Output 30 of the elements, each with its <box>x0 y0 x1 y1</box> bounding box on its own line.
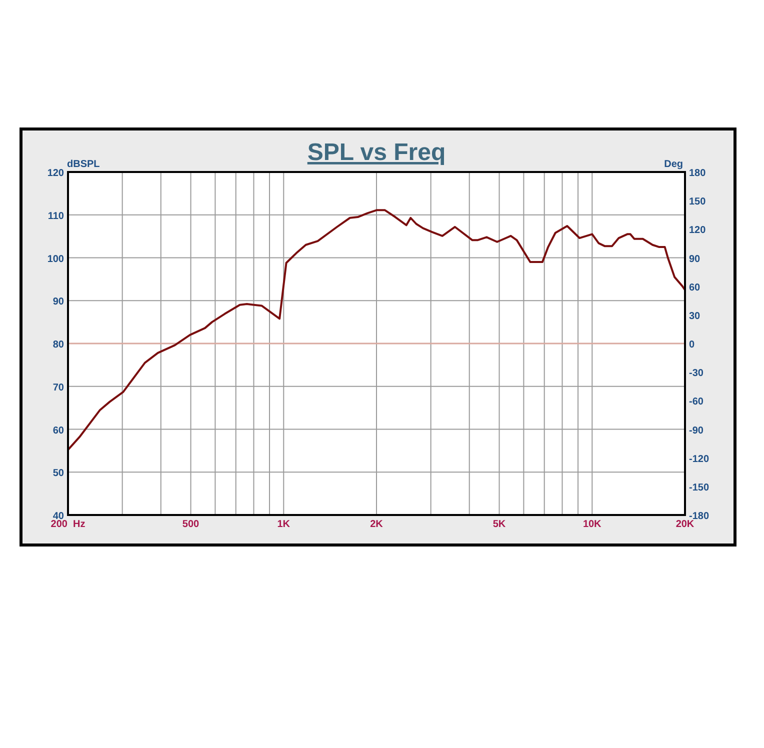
y2-tick-label: 150 <box>689 196 706 208</box>
x-tick-label: 2K <box>370 519 384 530</box>
y-tick-label: 100 <box>47 254 64 265</box>
x-tick-label: 10K <box>582 519 602 530</box>
y2-tick-label: 0 <box>689 340 695 350</box>
y2-tick-label: -120 <box>689 454 710 465</box>
y2-tick-label: 90 <box>689 254 701 265</box>
y-tick-label: 60 <box>52 425 64 436</box>
y-tick-label: 110 <box>48 210 64 222</box>
y2-tick-label: 30 <box>689 310 701 322</box>
y-tick-label: 50 <box>52 468 64 480</box>
x-tick-label: 500 <box>182 519 200 530</box>
x-tick-label: 1K <box>277 519 291 530</box>
y-tick-label: 120 <box>47 168 64 179</box>
x-tick-label: 5K <box>492 519 506 530</box>
y2-axis-title: Deg <box>664 159 683 170</box>
x-tick-label: 200 Hz <box>50 519 86 530</box>
y2-tick-label: -30 <box>689 368 704 380</box>
y2-tick-label: 60 <box>689 282 701 294</box>
chart-title: SPL vs Freq <box>307 139 446 166</box>
y2-tick-label: -60 <box>689 396 704 408</box>
y-tick-label: 80 <box>52 340 64 350</box>
y-tick-label: 70 <box>52 382 64 394</box>
y-axis-title: dBSPL <box>67 159 100 170</box>
y-tick-label: 90 <box>52 296 64 308</box>
y2-tick-label: 120 <box>689 225 706 236</box>
y2-tick-label: -150 <box>689 482 710 494</box>
y2-tick-label: -90 <box>689 425 704 436</box>
x-tick-label: 20K <box>676 519 695 530</box>
y2-tick-label: 180 <box>689 168 706 179</box>
